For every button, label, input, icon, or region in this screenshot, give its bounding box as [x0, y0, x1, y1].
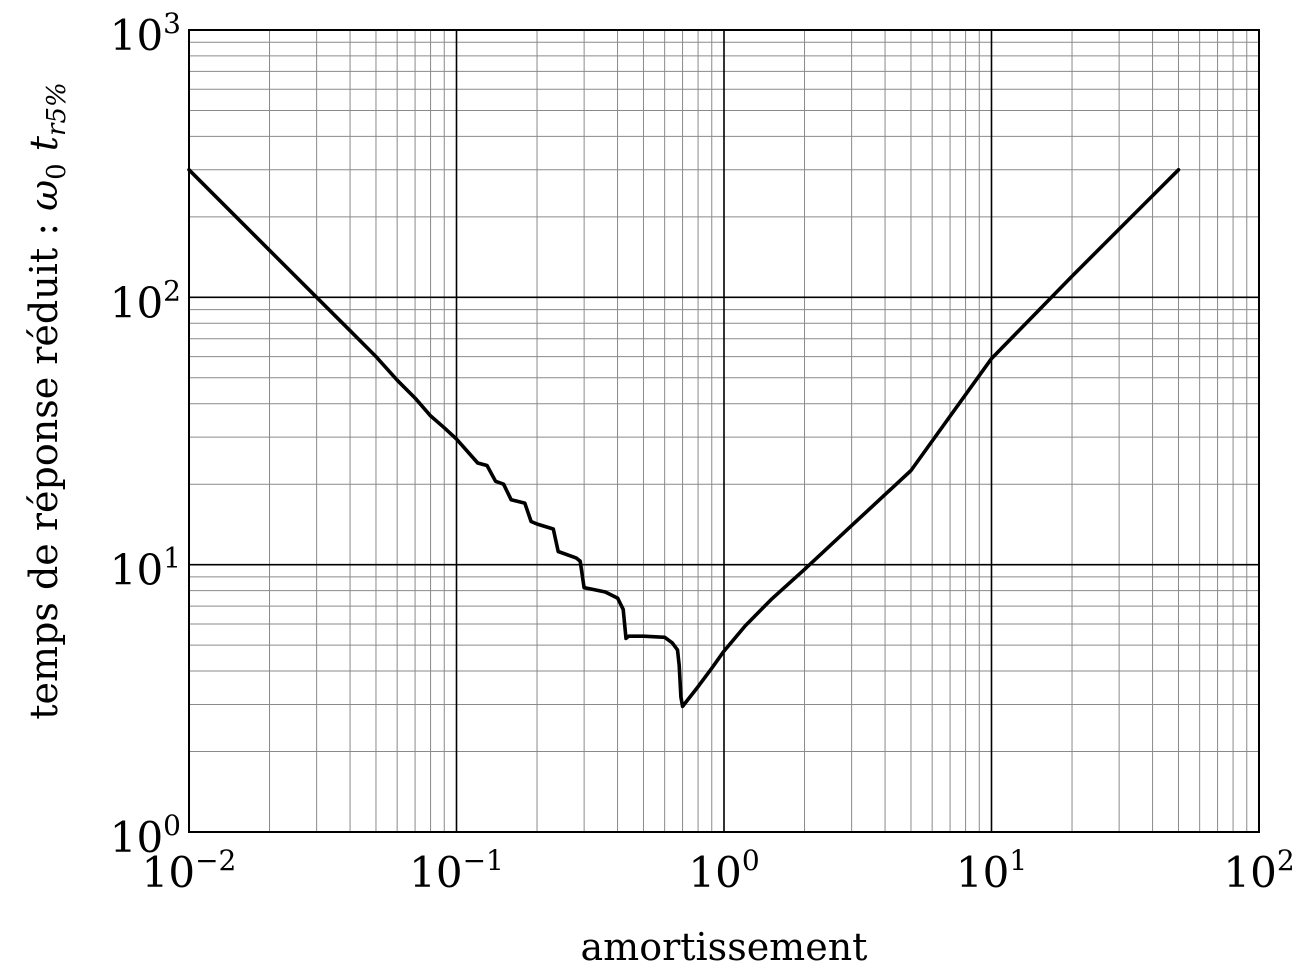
x-tick-label: 10−2 — [142, 844, 237, 897]
y-tick-label: 101 — [110, 542, 181, 595]
y-axis-label: temps de réponse réduit : ω0 tr5% — [22, 82, 72, 719]
x-tick-label-exponent: 2 — [1277, 844, 1295, 877]
y-tick-label-base: 10 — [110, 11, 163, 60]
x-tick-label-exponent: −1 — [463, 844, 504, 877]
x-tick-label: 100 — [688, 844, 759, 897]
y-tick-label-base: 10 — [110, 278, 163, 327]
y-tick-label-base: 10 — [110, 546, 163, 595]
y-tick-label: 103 — [110, 7, 181, 60]
x-tick-label-base: 10 — [956, 848, 1009, 897]
x-axis-label: amortissement — [581, 925, 868, 969]
x-tick-label-base: 10 — [1223, 848, 1276, 897]
x-tick-label: 102 — [1223, 844, 1294, 897]
y-tick-label-exponent: 2 — [163, 274, 181, 307]
x-tick-label-base: 10 — [142, 848, 195, 897]
y-tick-label: 100 — [110, 809, 181, 862]
y-axis-label-text: temps de réponse réduit : — [22, 211, 66, 720]
y-axis-label-t-sub: r5% — [42, 82, 72, 136]
series-line — [187, 168, 1181, 709]
x-tick-label: 10−1 — [409, 844, 504, 897]
y-tick-label-exponent: 0 — [163, 809, 181, 842]
y-axis-label-omega-sub: 0 — [42, 163, 72, 180]
x-tick-label-exponent: −2 — [195, 844, 236, 877]
y-tick-label-exponent: 1 — [163, 542, 181, 575]
y-axis-label-t: t — [22, 135, 66, 151]
y-axis-label-omega: ω — [22, 180, 66, 211]
x-tick-labels: 10−2 10−1 100 101 102 — [142, 844, 1295, 897]
x-tick-label-base: 10 — [688, 848, 741, 897]
x-tick-label-base: 10 — [409, 848, 462, 897]
y-tick-label: 102 — [110, 274, 181, 327]
x-tick-label-exponent: 1 — [1009, 844, 1027, 877]
x-tick-label-exponent: 0 — [742, 844, 760, 877]
y-tick-label-exponent: 3 — [163, 7, 181, 40]
grid-major — [189, 30, 1259, 832]
x-tick-label: 101 — [956, 844, 1027, 897]
plot-frame — [188, 29, 1260, 833]
y-tick-label-base: 10 — [110, 813, 163, 862]
